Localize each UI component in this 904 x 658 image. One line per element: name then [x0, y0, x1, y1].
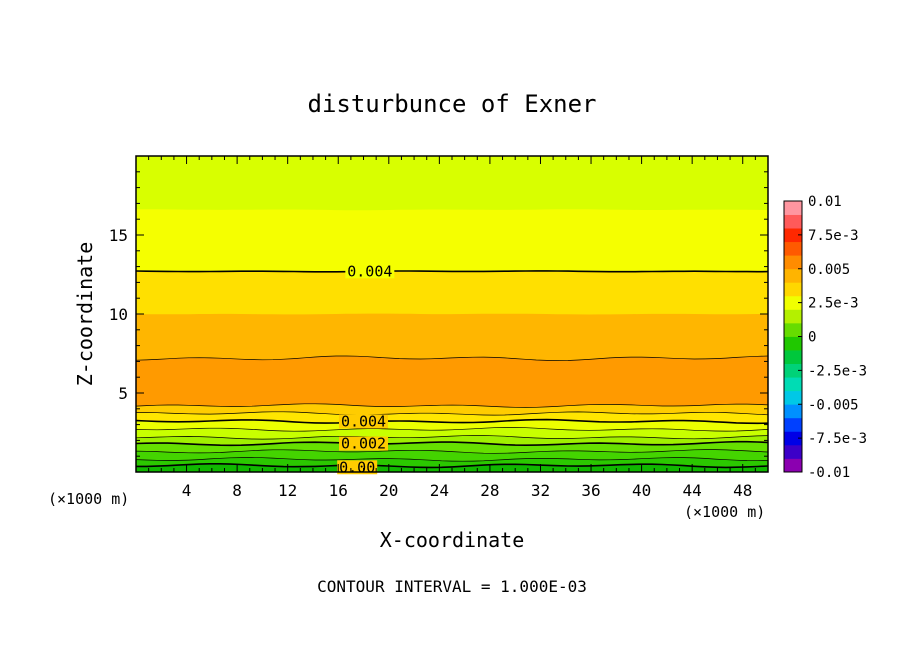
x-unit-note-right: (×1000 m)	[684, 503, 765, 521]
x-tick-label: 40	[632, 481, 651, 500]
plot-area	[136, 155, 768, 473]
y-axis-label: Z-coordinate	[73, 242, 97, 387]
y-tick-label: 10	[109, 305, 128, 324]
colorbar-swatch	[784, 282, 802, 297]
colorbar-swatch	[784, 336, 802, 351]
contour-label-gap	[337, 460, 378, 475]
x-tick-label: 32	[531, 481, 550, 500]
colorbar-label: -2.5e-3	[808, 363, 867, 379]
contour-line	[136, 463, 769, 469]
contour-line	[135, 440, 769, 447]
contour-line	[135, 355, 769, 361]
colorbar-swatch	[784, 458, 802, 473]
colorbar-swatch	[784, 295, 802, 310]
colorbar-label: 0.01	[808, 194, 842, 210]
y-axis: 5 10 15	[109, 171, 768, 457]
y-tick-label: 5	[118, 384, 128, 403]
colorbar-swatch	[784, 417, 802, 432]
colorbar-swatch	[784, 309, 802, 324]
contour-label: 0.002	[341, 435, 386, 453]
colorbar-label: 0.005	[808, 262, 850, 278]
contour-label-gap	[339, 436, 389, 451]
x-tick-label: 20	[379, 481, 398, 500]
contour-line	[135, 435, 769, 440]
x-unit-note-left: (×1000 m)	[48, 490, 129, 508]
x-tick-label: 28	[480, 481, 499, 500]
colorbar-swatch	[784, 201, 802, 215]
x-tick-label: 12	[278, 481, 297, 500]
x-tick-label: 24	[430, 481, 449, 500]
colorbar-swatch	[784, 322, 802, 337]
contour-label: 0.004	[341, 412, 386, 430]
colorbar-swatch	[784, 390, 802, 405]
x-axis-label: X-coordinate	[380, 528, 525, 552]
contour-line	[135, 270, 769, 273]
colorbar-swatch	[784, 363, 802, 378]
x-tick-label: 4	[182, 481, 192, 500]
contour-label: 0.004	[347, 262, 392, 280]
x-tick-label: 48	[733, 481, 752, 500]
contour-line	[135, 427, 769, 432]
colorbar-swatch	[784, 377, 802, 392]
chart-title: disturbunce of Exner	[308, 90, 597, 118]
contour-line	[135, 457, 769, 462]
colorbar-label: -0.005	[808, 397, 859, 413]
colorbar-swatch	[784, 444, 802, 459]
colorbar-swatch	[784, 228, 802, 243]
x-axis: 4 8 12 16 20 24 28 32 36 40 44 48	[148, 156, 756, 500]
contour-label-gap	[339, 414, 389, 429]
colorbar-swatch	[784, 255, 802, 270]
y-tick-label: 15	[109, 226, 128, 245]
colorbar-label: -7.5e-3	[808, 431, 867, 447]
colorbar-label: 2.5e-3	[808, 296, 859, 312]
contour-line	[136, 411, 769, 416]
contour-label: 0.00	[339, 458, 375, 476]
colorbar-swatch	[784, 350, 802, 364]
colorbar-swatch	[784, 268, 802, 283]
contour-line	[135, 403, 769, 408]
contour-lines	[135, 270, 769, 469]
colorbar-swatch	[784, 431, 802, 446]
x-tick-label: 36	[581, 481, 600, 500]
colorbar-label: -0.01	[808, 465, 850, 481]
x-tick-label: 44	[683, 481, 702, 500]
contour-interval-footer: CONTOUR INTERVAL = 1.000E-03	[317, 577, 587, 596]
colorbar-swatch	[784, 241, 802, 256]
colorbar-label: 0	[808, 330, 816, 346]
colorbar-swatch	[784, 404, 802, 419]
x-tick-label: 16	[329, 481, 348, 500]
x-tick-label: 8	[232, 481, 242, 500]
contour-line	[135, 449, 769, 454]
contour-label-gap	[345, 264, 395, 279]
colorbar: 0.01 7.5e-3 0.005 2.5e-3 0 -2.5e-3 -0.005 -7.5e…	[783, 194, 867, 481]
colorbar-swatch	[784, 214, 802, 229]
contour-line	[135, 418, 769, 425]
colorbar-label: 7.5e-3	[808, 228, 859, 244]
